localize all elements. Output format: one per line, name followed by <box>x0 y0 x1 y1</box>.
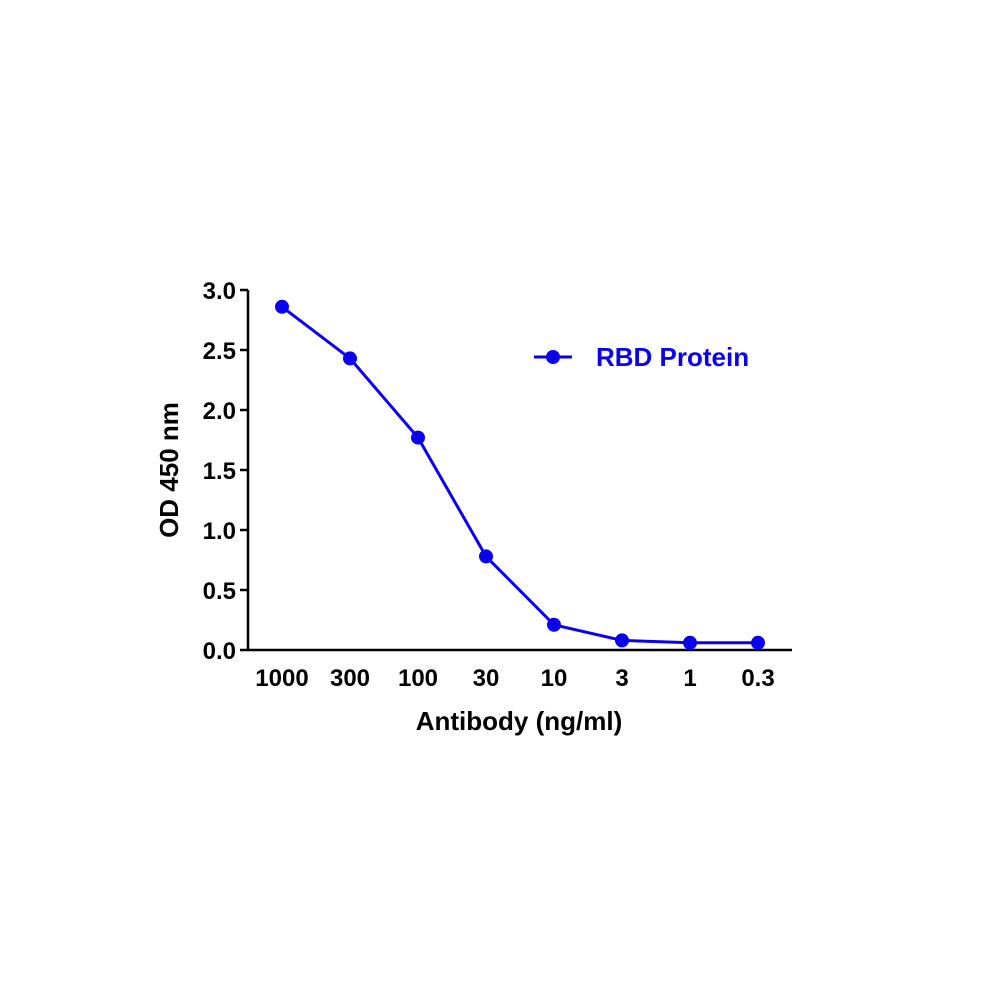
x-tick-label: 100 <box>398 665 438 692</box>
x-tick-label: 0.3 <box>741 665 774 692</box>
data-point <box>479 549 493 564</box>
data-point <box>343 351 357 366</box>
x-tick-label: 300 <box>330 665 370 692</box>
legend-label: RBD Protein <box>596 342 749 372</box>
x-tick-label: 10 <box>541 665 568 692</box>
y-tick-label: 0.5 <box>203 578 236 605</box>
data-point <box>751 635 765 650</box>
series-line <box>281 305 758 645</box>
x-tick-label: 1 <box>683 665 696 692</box>
x-tick-label: 3 <box>615 665 628 692</box>
x-axis-title: Antibody (ng/ml) <box>416 706 623 736</box>
legend: RBD Protein <box>534 342 749 372</box>
data-point <box>547 617 561 632</box>
y-tick-label: 2.5 <box>203 338 236 365</box>
legend-point-marker <box>546 350 560 364</box>
y-tick-label: 0.0 <box>203 638 236 665</box>
y-tick-label: 2.0 <box>203 398 236 425</box>
data-point <box>615 633 629 648</box>
y-tick-label: 3.0 <box>203 278 236 305</box>
y-tick-label: 1.0 <box>203 518 236 545</box>
y-tick-label: 1.5 <box>203 458 236 485</box>
x-tick-label: 30 <box>473 665 500 692</box>
data-point <box>275 299 289 314</box>
x-tick-label: 1000 <box>255 665 308 692</box>
data-point <box>683 635 697 650</box>
data-point <box>411 430 425 445</box>
y-axis-title: OD 450 nm <box>154 402 184 538</box>
